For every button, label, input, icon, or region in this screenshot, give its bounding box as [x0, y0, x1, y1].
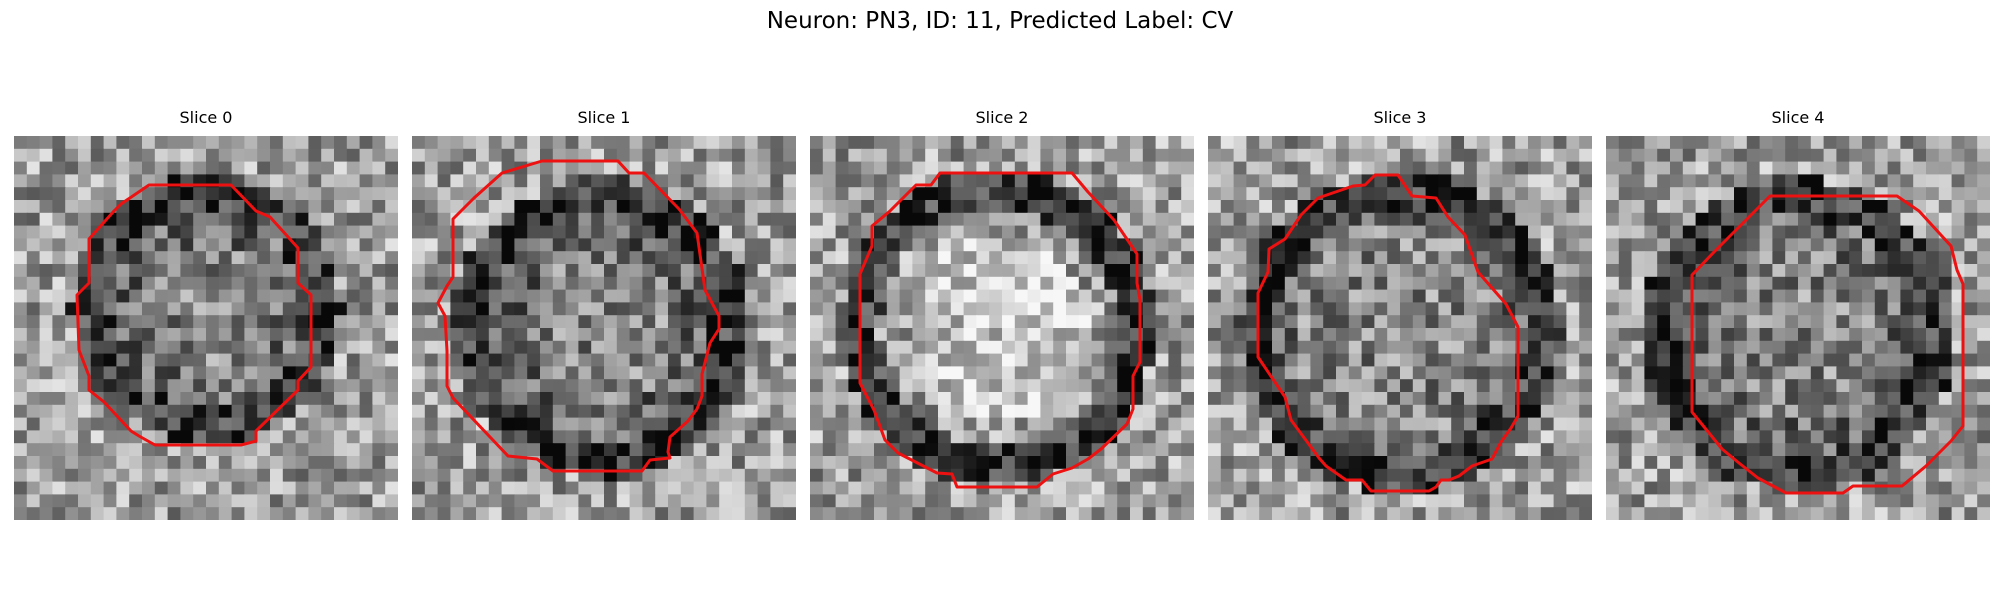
- slice-title: Slice 1: [412, 108, 796, 127]
- slice-image: [1606, 136, 1990, 520]
- slice-title: Slice 4: [1606, 108, 1990, 127]
- slice-title: Slice 0: [14, 108, 398, 127]
- slice-image: [810, 136, 1194, 520]
- pixel-grid: [810, 136, 1194, 520]
- slice-image: [14, 136, 398, 520]
- pixel-grid: [1208, 136, 1592, 520]
- slice-image: [412, 136, 796, 520]
- pixel-grid: [412, 136, 796, 520]
- slice-panel-1: Slice 1: [412, 108, 796, 520]
- slice-title: Slice 2: [810, 108, 1194, 127]
- slice-panel-0: Slice 0: [14, 108, 398, 520]
- pixel-grid: [1606, 136, 1990, 520]
- slice-image: [1208, 136, 1592, 520]
- slice-panel-3: Slice 3: [1208, 108, 1592, 520]
- slice-title: Slice 3: [1208, 108, 1592, 127]
- pixel-grid: [14, 136, 398, 520]
- figure-title: Neuron: PN3, ID: 11, Predicted Label: CV: [0, 8, 2000, 34]
- slice-panel-2: Slice 2: [810, 108, 1194, 520]
- slice-panel-4: Slice 4: [1606, 108, 1990, 520]
